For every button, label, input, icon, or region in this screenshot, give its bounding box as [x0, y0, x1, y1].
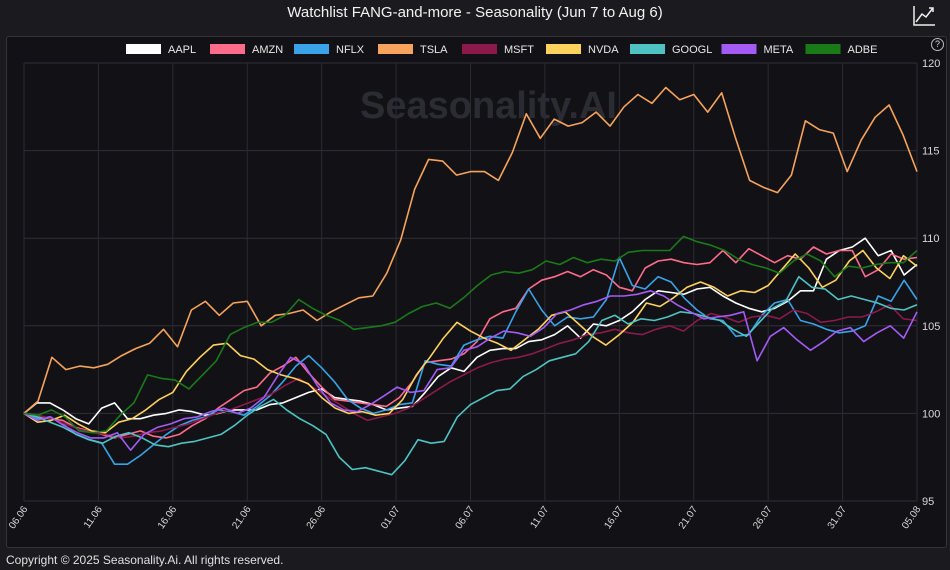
legend-swatch	[721, 44, 757, 54]
x-tick-label: 21.07	[677, 504, 701, 531]
y-axis: 95 100 105 110 115 120	[922, 58, 940, 508]
series-lines	[23, 86, 918, 476]
chart-title: Watchlist FANG-and-more - Seasonality (J…	[287, 4, 663, 21]
x-tick-label: 31.07	[826, 504, 850, 531]
x-tick-label: 06.07	[454, 504, 478, 531]
series-line-amzn[interactable]	[23, 246, 918, 439]
series-line-tsla[interactable]	[23, 86, 918, 415]
x-tick-label: 06.06	[7, 504, 31, 531]
legend-swatch	[546, 44, 581, 54]
x-tick-label: 11.06	[82, 504, 105, 531]
y-tick-label: 115	[922, 146, 940, 158]
series-line-nvda[interactable]	[23, 249, 918, 434]
x-tick-label: 01.07	[379, 504, 403, 531]
watermark: Seasonality.AI	[360, 85, 617, 127]
legend-label: GOOGL	[672, 44, 712, 56]
help-icon[interactable]: ?	[931, 38, 944, 51]
legend-item-nflx[interactable]: NFLX	[294, 44, 365, 56]
series-line-nflx[interactable]	[23, 256, 918, 466]
legend-swatch	[294, 44, 329, 54]
legend-item-googl[interactable]: GOOGL	[630, 44, 712, 56]
legend-item-meta[interactable]: META	[721, 44, 794, 56]
y-tick-label: 100	[922, 408, 940, 420]
legend-item-msft[interactable]: MSFT	[462, 44, 534, 56]
legend-swatch	[378, 44, 413, 54]
legend-label: NFLX	[336, 44, 365, 56]
x-tick-label: 11.07	[528, 504, 551, 531]
chart-type-icon[interactable]	[911, 4, 937, 28]
y-tick-label: 120	[922, 58, 940, 70]
legend-swatch	[126, 44, 161, 54]
legend-label: AAPL	[168, 44, 196, 56]
legend-label: MSFT	[504, 44, 534, 56]
x-tick-label: 26.07	[751, 504, 775, 531]
legend-item-adbe[interactable]: ADBE	[805, 44, 878, 56]
copyright-text: Copyright © 2025 Seasonality.Ai. All rig…	[6, 553, 284, 567]
series-line-meta[interactable]	[23, 289, 918, 452]
y-tick-label: 110	[922, 233, 940, 245]
legend: AAPL AMZN NFLX TSLA MSFT NVDA GOOGL META ADBE	[126, 44, 877, 56]
grid-lines	[23, 62, 918, 502]
legend-swatch	[462, 44, 497, 54]
legend-swatch	[805, 44, 841, 54]
legend-item-amzn[interactable]: AMZN	[210, 44, 283, 56]
series-line-googl[interactable]	[23, 275, 918, 476]
legend-item-tsla[interactable]: TSLA	[378, 44, 448, 56]
legend-label: META	[764, 44, 794, 56]
x-tick-label: 05.08	[900, 504, 924, 531]
legend-item-aapl[interactable]: AAPL	[126, 44, 196, 56]
series-line-adbe[interactable]	[23, 235, 918, 434]
legend-label: AMZN	[252, 44, 283, 56]
x-tick-label: 26.06	[305, 504, 329, 531]
legend-item-nvda[interactable]: NVDA	[546, 44, 619, 56]
y-tick-label: 95	[922, 496, 934, 508]
x-tick-label: 16.06	[156, 504, 180, 531]
y-tick-label: 105	[922, 321, 940, 333]
x-tick-label: 21.06	[230, 504, 254, 531]
x-tick-label: 16.07	[602, 504, 626, 531]
legend-swatch	[210, 44, 245, 54]
legend-swatch	[630, 44, 665, 54]
legend-label: TSLA	[420, 44, 448, 56]
legend-label: ADBE	[848, 44, 878, 56]
series-line-msft[interactable]	[23, 303, 918, 439]
x-axis: 06.06 11.06 16.06 21.06 26.06 01.07 06.07 11.07…	[7, 504, 924, 531]
legend-label: NVDA	[588, 44, 619, 56]
